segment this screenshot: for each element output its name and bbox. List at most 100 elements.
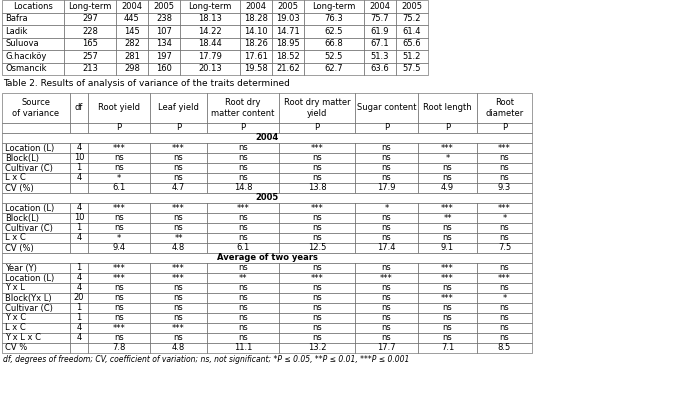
- Text: ns: ns: [174, 174, 183, 182]
- Text: Cultivar (C): Cultivar (C): [5, 164, 53, 172]
- Text: ns: ns: [238, 304, 248, 312]
- Bar: [150, 323, 207, 333]
- Bar: [88, 333, 150, 343]
- Text: ns: ns: [443, 223, 452, 233]
- Text: 160: 160: [156, 64, 172, 73]
- Bar: [148, 25, 180, 38]
- Text: 52.5: 52.5: [325, 52, 343, 61]
- Bar: [150, 343, 207, 353]
- Text: ns: ns: [500, 223, 509, 233]
- Bar: [2, 333, 70, 343]
- Text: L x C: L x C: [5, 324, 26, 332]
- Bar: [304, 38, 364, 50]
- Text: ***: ***: [441, 263, 454, 273]
- Bar: [477, 313, 532, 323]
- Bar: [364, 63, 396, 75]
- Bar: [150, 223, 207, 233]
- Bar: [418, 93, 477, 123]
- Text: 67.1: 67.1: [371, 39, 389, 48]
- Bar: [2, 203, 70, 213]
- Bar: [148, 0, 180, 12]
- Text: 4: 4: [76, 203, 82, 213]
- Text: 297: 297: [82, 14, 98, 23]
- Bar: [355, 153, 418, 163]
- Text: 17.79: 17.79: [198, 52, 222, 61]
- Text: Y x C: Y x C: [5, 314, 26, 322]
- Text: Ladik: Ladik: [5, 27, 27, 36]
- Bar: [88, 233, 150, 243]
- Bar: [355, 273, 418, 283]
- Text: ns: ns: [238, 223, 248, 233]
- Bar: [150, 313, 207, 323]
- Text: ns: ns: [114, 213, 124, 223]
- Bar: [477, 123, 532, 133]
- Text: ns: ns: [500, 314, 509, 322]
- Text: Block(L): Block(L): [5, 154, 39, 162]
- Bar: [88, 273, 150, 283]
- Text: **: **: [239, 273, 248, 282]
- Bar: [418, 163, 477, 173]
- Bar: [355, 283, 418, 293]
- Bar: [2, 233, 70, 243]
- Text: df, degrees of freedom; CV, coefficient of variation; ns, not significant; *P ≤ : df, degrees of freedom; CV, coefficient …: [3, 355, 409, 364]
- Text: 18.95: 18.95: [276, 39, 300, 48]
- Bar: [70, 273, 88, 283]
- Bar: [70, 213, 88, 223]
- Bar: [207, 183, 279, 193]
- Text: 4: 4: [76, 334, 82, 342]
- Bar: [272, 0, 304, 12]
- Text: ns: ns: [443, 334, 452, 342]
- Text: 76.3: 76.3: [325, 14, 343, 23]
- Bar: [240, 63, 272, 75]
- Text: ns: ns: [114, 334, 124, 342]
- Text: ns: ns: [312, 174, 322, 182]
- Text: 14.10: 14.10: [244, 27, 268, 36]
- Bar: [418, 323, 477, 333]
- Bar: [150, 243, 207, 253]
- Text: Locations: Locations: [13, 2, 53, 11]
- Bar: [355, 333, 418, 343]
- Bar: [355, 143, 418, 153]
- Text: 4: 4: [76, 273, 82, 282]
- Text: ***: ***: [172, 273, 185, 282]
- Text: 1: 1: [76, 263, 82, 273]
- Bar: [150, 333, 207, 343]
- Bar: [364, 12, 396, 25]
- Bar: [207, 233, 279, 243]
- Bar: [418, 273, 477, 283]
- Text: ns: ns: [238, 174, 248, 182]
- Bar: [304, 0, 364, 12]
- Bar: [355, 243, 418, 253]
- Text: 213: 213: [82, 64, 98, 73]
- Bar: [150, 293, 207, 303]
- Text: 7.8: 7.8: [113, 344, 125, 352]
- Bar: [279, 143, 355, 153]
- Text: Long-term: Long-term: [312, 2, 356, 11]
- Bar: [88, 263, 150, 273]
- Bar: [2, 0, 64, 12]
- Text: ns: ns: [500, 164, 509, 172]
- Bar: [477, 283, 532, 293]
- Bar: [207, 203, 279, 213]
- Bar: [88, 143, 150, 153]
- Text: P: P: [314, 124, 320, 132]
- Bar: [2, 343, 70, 353]
- Bar: [240, 12, 272, 25]
- Text: **: **: [174, 233, 183, 243]
- Bar: [88, 243, 150, 253]
- Text: ***: ***: [172, 203, 185, 213]
- Text: P: P: [117, 124, 121, 132]
- Text: 145: 145: [124, 27, 140, 36]
- Bar: [2, 25, 64, 38]
- Text: 4: 4: [76, 144, 82, 152]
- Bar: [207, 263, 279, 273]
- Bar: [116, 0, 148, 12]
- Text: ns: ns: [114, 284, 124, 292]
- Bar: [364, 50, 396, 63]
- Bar: [477, 223, 532, 233]
- Text: ns: ns: [382, 314, 391, 322]
- Bar: [70, 183, 88, 193]
- Bar: [150, 173, 207, 183]
- Text: 6.1: 6.1: [113, 184, 125, 192]
- Text: 197: 197: [156, 52, 172, 61]
